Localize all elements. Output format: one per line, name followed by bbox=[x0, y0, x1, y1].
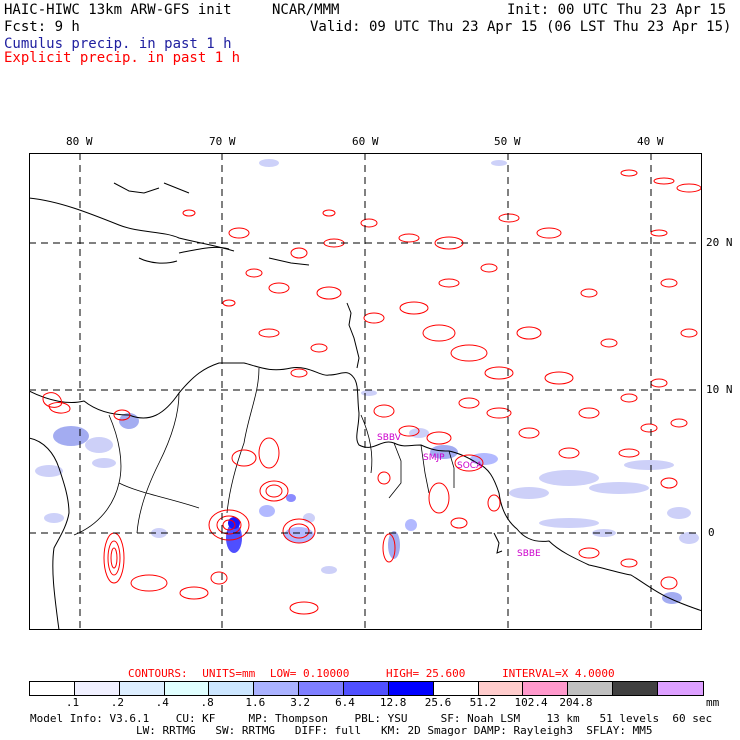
colorbar-swatch bbox=[478, 682, 524, 695]
lat-label-10n: 10 N bbox=[706, 383, 733, 396]
lon-label-40w: 40 W bbox=[637, 135, 664, 148]
lon-label-70w: 70 W bbox=[209, 135, 236, 148]
colorbar-tick-label: .4 bbox=[155, 696, 169, 709]
country-borders bbox=[73, 367, 455, 536]
colorbar-swatch bbox=[344, 682, 389, 695]
colorbar-tick-label: 51.2 bbox=[469, 696, 497, 709]
cumulus-legend: Cumulus precip. in past 1 h bbox=[4, 36, 232, 52]
colorbar-tick-label: 25.6 bbox=[424, 696, 452, 709]
colorbar-swatch bbox=[74, 682, 120, 695]
contours-interval: INTERVAL=X 4.0000 bbox=[502, 667, 615, 680]
contours-prefix: CONTOURS: bbox=[128, 667, 188, 680]
lat-lon-grid bbox=[29, 153, 702, 630]
model-info-line2: LW: RRTMG SW: RRTMG DIFF: full KM: 2D Sm… bbox=[30, 724, 653, 737]
lat-label-20n: 20 N bbox=[706, 236, 733, 249]
colorbar-tick-label: 12.8 bbox=[379, 696, 407, 709]
contours-info: CONTOURS: UNITS=mm LOW= 0.10000 HIGH= 25… bbox=[128, 668, 615, 680]
colorbar-tick-label: .2 bbox=[110, 696, 124, 709]
contours-units: UNITS=mm bbox=[202, 667, 256, 680]
station-labels: SBBV SMJP SOCA SBBE bbox=[377, 433, 541, 559]
lon-label-50w: 50 W bbox=[494, 135, 521, 148]
init-time: Init: 00 UTC Thu 23 Apr 15 bbox=[507, 2, 727, 18]
colorbar-swatch bbox=[433, 682, 479, 695]
colorbar-tick-label: .8 bbox=[200, 696, 214, 709]
cumulus-precip-shading bbox=[35, 159, 699, 604]
station-soca: SOCA bbox=[457, 461, 483, 471]
colorbar-unit: mm bbox=[706, 696, 720, 709]
valid-time: Valid: 09 UTC Thu 23 Apr 15 (06 LST Thu … bbox=[310, 19, 732, 35]
station-smjp: SMJP bbox=[423, 453, 445, 463]
colorbar bbox=[29, 681, 704, 696]
colorbar-swatch bbox=[613, 682, 659, 695]
forecast-hour: Fcst: 9 h bbox=[4, 19, 80, 35]
explicit-precip-contours bbox=[42, 169, 702, 615]
colorbar-swatch bbox=[254, 682, 300, 695]
coastlines bbox=[29, 182, 702, 630]
explicit-legend: Explicit precip. in past 1 h bbox=[4, 50, 241, 66]
model-title: HAIC-HIWC 13km ARW-GFS init bbox=[4, 2, 232, 18]
colorbar-tick-label: 204.8 bbox=[559, 696, 593, 709]
colorbar-swatch bbox=[568, 682, 614, 695]
colorbar-swatch bbox=[299, 682, 345, 695]
model-info-line1: Model Info: V3.6.1 CU: KF MP: Thompson P… bbox=[30, 712, 713, 725]
colorbar-tick-label: 6.4 bbox=[335, 696, 355, 709]
colorbar-tick-label: 102.4 bbox=[514, 696, 548, 709]
colorbar-swatch bbox=[209, 682, 255, 695]
station-sbbv: SBBV bbox=[377, 433, 402, 443]
colorbar-tick-label: 3.2 bbox=[290, 696, 311, 709]
colorbar-swatch bbox=[164, 682, 210, 695]
colorbar-swatch bbox=[388, 682, 434, 695]
colorbar-tick-label: 1.6 bbox=[245, 696, 266, 709]
colorbar-swatch bbox=[658, 682, 703, 695]
lon-label-80w: 80 W bbox=[66, 135, 93, 148]
org-label: NCAR/MMM bbox=[272, 2, 340, 18]
colorbar-swatch bbox=[30, 682, 75, 695]
contours-low: LOW= 0.10000 bbox=[269, 667, 350, 680]
colorbar-swatch bbox=[119, 682, 165, 695]
contours-high: HIGH= 25.600 bbox=[385, 667, 466, 680]
lon-label-60w: 60 W bbox=[352, 135, 379, 148]
colorbar-tick-label: .1 bbox=[65, 696, 80, 709]
lat-label-0: 0 bbox=[708, 526, 715, 539]
station-sbbe: SBBE bbox=[517, 549, 541, 559]
colorbar-swatch bbox=[523, 682, 569, 695]
precip-map: SBBV SMJP SOCA SBBE bbox=[29, 153, 702, 630]
